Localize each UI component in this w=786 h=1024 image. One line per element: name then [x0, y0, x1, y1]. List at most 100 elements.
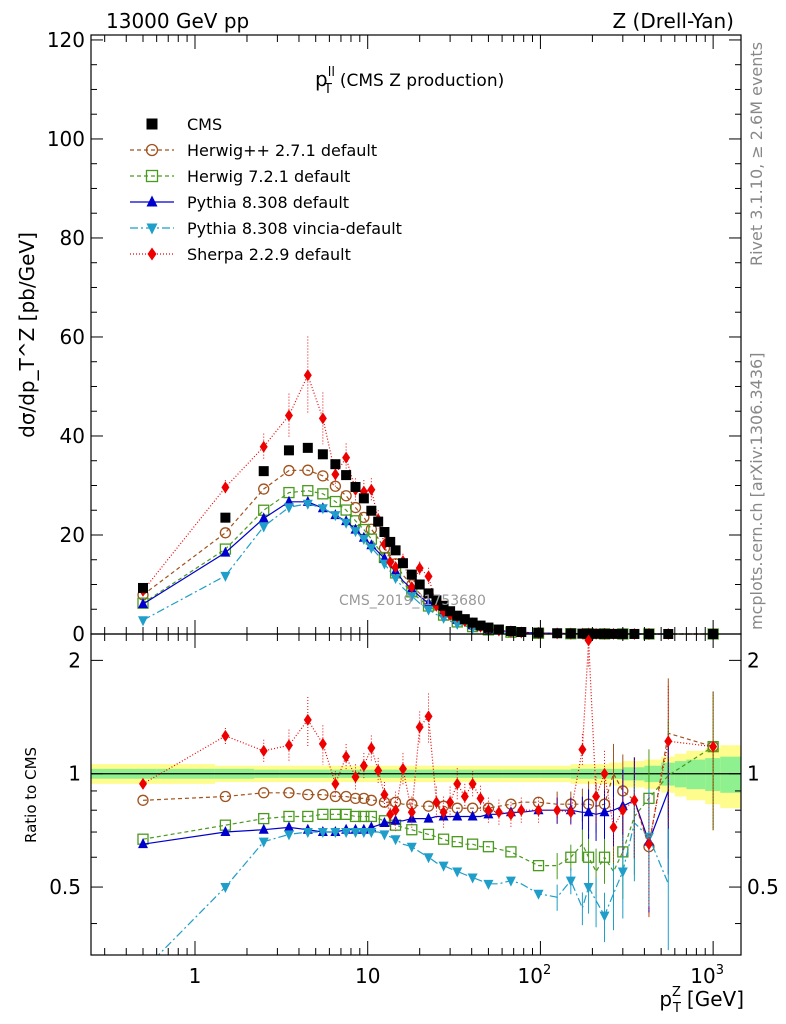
series-ratio-point: [330, 828, 341, 839]
data-point: [533, 627, 544, 638]
series-ratio-point: [374, 764, 383, 777]
x-tick-label: 103: [690, 963, 724, 988]
series-ratio-4: [138, 780, 669, 977]
series-ratio-point: [317, 808, 329, 820]
series-ratio-point: [302, 810, 314, 823]
series-main-point: [302, 485, 314, 497]
series-main-point: [317, 504, 328, 515]
series-main-point: [220, 546, 231, 557]
series-ratio-point: [406, 842, 417, 853]
series-ratio-point: [578, 743, 587, 756]
plot-title: pll T (CMS Z production): [315, 65, 504, 97]
data-point: [459, 614, 470, 625]
series-ratio-point: [284, 739, 293, 752]
series-ratio-point: [365, 794, 378, 806]
data-point: [283, 445, 294, 456]
data-point: [431, 595, 442, 606]
ratio-tick-label: 2: [68, 648, 81, 672]
series-ratio-point: [258, 812, 270, 825]
series-ratio-line: [157, 821, 669, 955]
legend-label: Herwig 7.2.1 default: [187, 167, 350, 186]
series-ratio-point: [259, 744, 268, 757]
legend-label: Herwig++ 2.7.1 default: [187, 141, 377, 160]
legend-entry: Herwig++ 2.7.1 default: [130, 141, 377, 160]
series-ratio-point: [592, 790, 601, 803]
series-ratio-point: [600, 767, 609, 780]
series-ratio-point: [609, 821, 618, 834]
series-main-point: [137, 598, 148, 609]
series-main-point: [423, 605, 434, 616]
series-main-point: [341, 518, 352, 529]
data-point: [467, 617, 478, 628]
ratio-tick-label: 1: [68, 762, 81, 786]
series-ratio-point: [386, 808, 395, 821]
series-main-point: [406, 591, 417, 602]
y-tick-label: 20: [60, 523, 85, 547]
main-y-axis: 0 20 40 60 80 100 120: [47, 28, 741, 646]
series-ratio-point: [221, 729, 230, 742]
series-ratio-point: [317, 788, 329, 801]
series-ratio-point: [553, 804, 562, 817]
series-ratio-point: [598, 851, 611, 863]
series-ratio-point: [483, 879, 494, 890]
series-ratio-point: [379, 830, 390, 841]
legend-label: CMS: [187, 115, 222, 134]
ratio-y-axis: 0.5 0.5 1 1 2 2: [49, 648, 779, 925]
series-ratio-point: [494, 806, 503, 819]
mcplots-label: mcplots.cern.ch [arXiv:1306.3436]: [747, 353, 766, 630]
series-ratio-point: [366, 828, 377, 839]
series-ratio-point: [398, 762, 407, 775]
series-ratio-point: [138, 967, 148, 977]
data-point: [552, 628, 563, 639]
legend-entry: CMS: [146, 115, 222, 134]
series-ratio-point: [583, 806, 594, 817]
series-ratio-point: [599, 911, 610, 922]
legend-marker: [146, 118, 158, 130]
series-ratio-point: [451, 836, 463, 848]
series-main-point: [220, 571, 231, 582]
series-main-point: [340, 490, 352, 502]
series-main-point: [358, 511, 370, 523]
x-tick-label: 10: [355, 964, 380, 988]
series-main-point: [258, 512, 269, 523]
series-main-point: [258, 483, 270, 495]
series-ratio-point: [476, 792, 485, 805]
data-point: [358, 493, 369, 504]
series-main-point: [386, 556, 395, 569]
series-ratio-5: [138, 634, 718, 915]
series-main-point: [423, 597, 434, 608]
series-ratio-point: [432, 796, 441, 809]
y-tick-label: 40: [60, 424, 85, 448]
series-ratio-point: [407, 806, 416, 819]
data-point: [390, 545, 401, 556]
header-right: Z (Drell-Yan): [612, 9, 734, 33]
series-ratio-point: [367, 742, 376, 755]
series-main-point: [302, 499, 313, 510]
series-ratio-point: [342, 750, 351, 763]
legend: CMS Herwig++ 2.7.1 default Herwig 7.2.1 de…: [130, 115, 402, 264]
series-main-point: [407, 581, 416, 594]
series-ratio-point: [358, 828, 369, 839]
data-point: [350, 481, 361, 492]
series-ratio-point: [219, 790, 232, 803]
data-point: [414, 579, 425, 590]
data-point: [258, 466, 269, 477]
series-ratio-point: [438, 861, 449, 872]
series-main-point: [342, 451, 351, 464]
series-ratio-point: [453, 777, 462, 790]
series-main-point: [258, 522, 269, 533]
data-point: [302, 442, 313, 453]
x-tick-label: 102: [518, 963, 552, 988]
series-ratio-point: [644, 838, 653, 851]
series-main-4: [137, 499, 669, 640]
series-ratio-point: [582, 851, 595, 863]
series-main-line: [142, 503, 669, 635]
series-ratio-point: [534, 804, 543, 817]
series-ratio-point: [532, 859, 545, 872]
series-ratio-point: [506, 808, 515, 821]
series-ratio-point: [599, 806, 610, 817]
series-main-point: [283, 503, 294, 514]
series-ratio-line: [142, 746, 714, 873]
series-ratio-point: [358, 810, 370, 823]
